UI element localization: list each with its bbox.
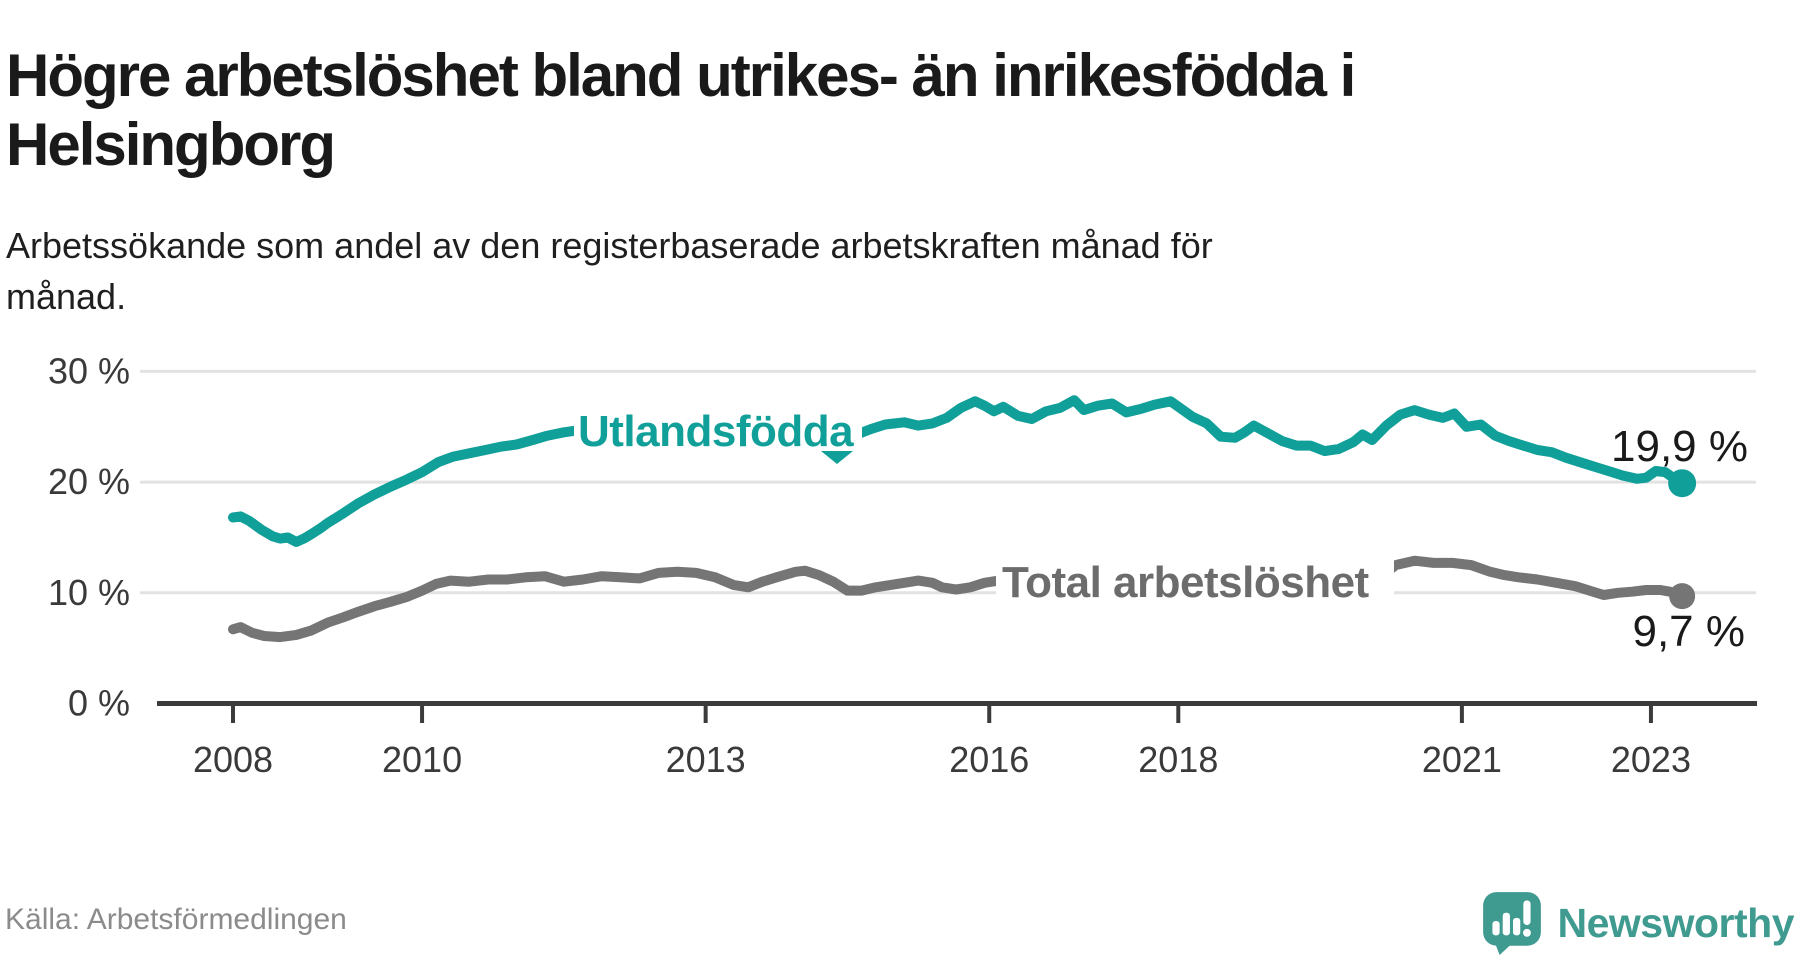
label-mask: [574, 398, 862, 470]
newsworthy-wordmark: Newsworthy: [1557, 899, 1795, 946]
newsworthy-logo: Newsworthy: [1481, 890, 1795, 956]
end-dot-utlandsfodda: [1668, 469, 1697, 498]
x-tick-label: 2013: [666, 739, 746, 780]
x-tick-label: 2018: [1138, 739, 1218, 780]
x-tick-label: 2010: [382, 739, 462, 780]
x-tick-label: 2016: [949, 739, 1029, 780]
chart-subtitle: Arbetssökande som andel av den registerb…: [6, 225, 1213, 318]
end-value-label-utlandsfodda: 19,9 %: [1611, 422, 1748, 471]
x-tick-label: 2008: [193, 739, 273, 780]
series-line-utlandsfodda: [228, 395, 1688, 547]
x-tick-label: 2023: [1611, 739, 1691, 780]
y-tick-label: 20 %: [48, 461, 130, 502]
newsworthy-bubble-icon: [1482, 892, 1541, 955]
end-value-label-total: 9,7 %: [1632, 607, 1745, 656]
end-dot-total: [1669, 583, 1696, 610]
series-label-total: Total arbetslöshet: [1002, 558, 1370, 607]
y-tick-label: 0 %: [68, 683, 130, 724]
source-caption: Källa: Arbetsförmedlingen: [5, 903, 347, 936]
x-tick-label: 2021: [1422, 739, 1502, 780]
y-tick-label: 10 %: [48, 572, 130, 613]
series-label-utlandsfodda: Utlandsfödda: [578, 407, 854, 456]
label-caret-icon: [821, 451, 853, 464]
page-title: Högre arbetslöshet bland utrikes- än inr…: [6, 42, 1356, 178]
y-tick-label: 30 %: [48, 350, 130, 391]
label-mask: [996, 558, 1394, 610]
series-line-total: [228, 555, 1688, 643]
